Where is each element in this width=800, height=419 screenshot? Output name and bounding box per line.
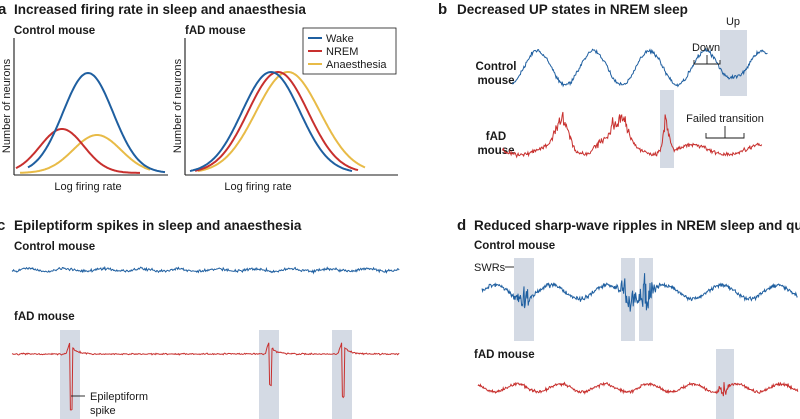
panel-b-fad-label-line1: fAD — [486, 131, 506, 143]
panel-b-title: Decreased UP states in NREM sleep — [457, 2, 688, 17]
down-state-label: Down — [692, 42, 720, 54]
panel-a: a Increased firing rate in sleep and ana… — [0, 1, 398, 193]
fad-membrane-trace — [501, 111, 763, 159]
panel-b-control-label-line2: mouse — [477, 75, 514, 87]
panel-d: d Reduced sharp-wave ripples in NREM sle… — [457, 217, 800, 419]
panel-d-control-label: Control mouse — [474, 240, 555, 252]
up-state-highlight — [720, 30, 747, 96]
panel-c-title: Epileptiform spikes in sleep and anaesth… — [14, 218, 302, 233]
panel-c-letter: c — [0, 217, 5, 234]
failed-transition-bracket — [705, 126, 745, 139]
panel-a-letter: a — [0, 1, 7, 18]
control-lfp-trace — [481, 273, 798, 312]
fad-distribution-plot: Number of neurons — [172, 38, 398, 176]
legend-nrem-label: NREM — [326, 46, 358, 58]
fad-nrem-curve — [194, 70, 359, 172]
fad-y-axis-label: Number of neurons — [172, 58, 184, 153]
panel-c: c Epileptiform spikes in sleep and anaes… — [0, 217, 400, 419]
epileptiform-spike-label-line2: spike — [90, 405, 116, 417]
fad-swr-highlight — [716, 349, 734, 419]
panel-d-fad-label: fAD mouse — [474, 349, 535, 361]
control-distribution-plot: Number of neurons — [1, 38, 168, 176]
panel-b-fad-label-line2: mouse — [477, 145, 514, 157]
state-legend: Wake NREM Anaesthesia — [302, 27, 397, 75]
up-state-label: Up — [726, 16, 740, 28]
failed-transition-label: Failed transition — [686, 113, 764, 125]
control-x-axis-label: Log firing rate — [54, 181, 121, 193]
panel-a-fad-label: fAD mouse — [185, 25, 246, 37]
panel-d-title: Reduced sharp-wave ripples in NREM sleep… — [474, 218, 800, 233]
legend-anaesthesia-label: Anaesthesia — [326, 59, 387, 71]
panel-b-letter: b — [438, 1, 447, 18]
fad-anaesthesia-curve — [197, 71, 366, 173]
control-wake-curve — [27, 71, 166, 174]
control-y-axis-label: Number of neurons — [1, 58, 13, 153]
fad-eeg-trace — [11, 342, 400, 411]
panel-a-title: Increased firing rate in sleep and anaes… — [14, 2, 306, 17]
control-nrem-curve — [15, 128, 140, 174]
panel-d-letter: d — [457, 217, 466, 234]
fad-lfp-trace — [477, 381, 799, 397]
panel-c-fad-label: fAD mouse — [14, 311, 75, 323]
panel-a-control-label: Control mouse — [14, 25, 95, 37]
fad-x-axis-label: Log firing rate — [224, 181, 291, 193]
control-anaesthesia-curve — [19, 134, 151, 174]
swr-label: SWRs — [474, 262, 506, 274]
control-membrane-trace — [511, 48, 768, 88]
down-state-bracket — [693, 55, 721, 65]
control-eeg-trace — [11, 265, 400, 275]
panel-b: b Decreased UP states in NREM sleep Cont… — [438, 1, 768, 168]
legend-wake-label: Wake — [326, 33, 354, 45]
fad-wake-curve — [189, 70, 353, 172]
epileptiform-spike-label-line1: Epileptiform — [90, 391, 148, 403]
panel-c-control-label: Control mouse — [14, 241, 95, 253]
panel-b-control-label-line1: Control — [476, 61, 517, 73]
